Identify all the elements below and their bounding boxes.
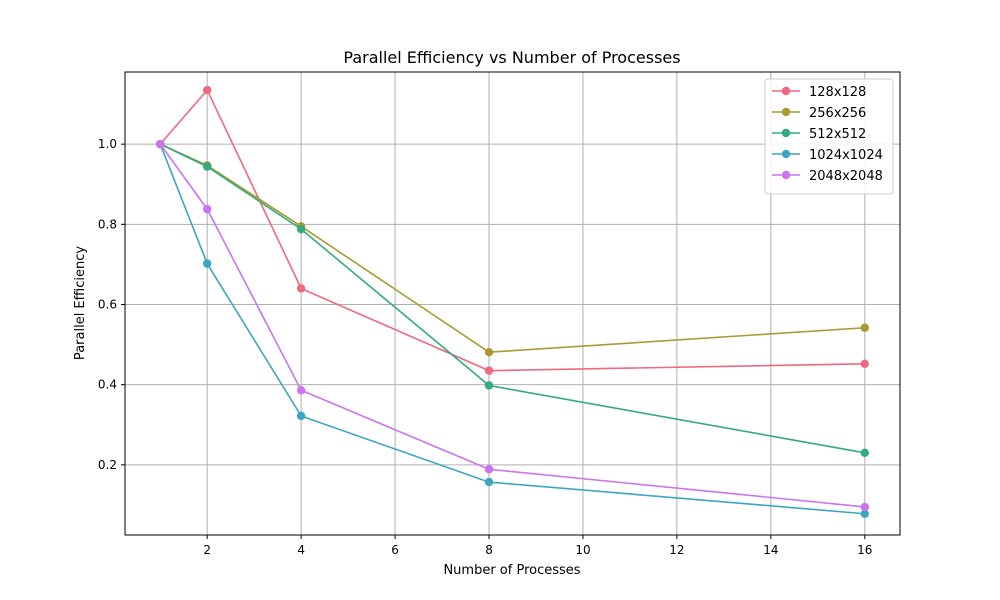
x-tick-label: 10 — [575, 543, 590, 557]
x-tick-label: 2 — [203, 543, 211, 557]
data-point — [296, 224, 306, 234]
data-point — [202, 85, 212, 95]
series-512x512 — [156, 139, 869, 458]
data-point — [296, 284, 306, 293]
series-line — [159, 143, 865, 454]
data-point — [202, 259, 212, 268]
legend-box — [764, 78, 894, 195]
chart-title: Parallel Efficiency vs Number of Process… — [343, 48, 680, 67]
data-point — [860, 448, 869, 458]
legend-marker — [781, 86, 791, 96]
legend-label: 128x128 — [809, 85, 866, 100]
data-point — [202, 204, 212, 214]
data-point — [156, 139, 165, 149]
series-128x128 — [156, 85, 869, 375]
series-1024x1024 — [156, 139, 869, 518]
data-point — [484, 381, 494, 390]
data-point — [860, 359, 869, 369]
legend-label: 512x512 — [809, 127, 866, 142]
x-tick-label: 4 — [297, 543, 305, 557]
y-axis-label: Parallel Efficiency — [73, 246, 88, 360]
x-tick-label: 8 — [485, 543, 493, 557]
x-tick-label: 12 — [669, 543, 684, 557]
y-tick-label: 0.6 — [98, 298, 117, 312]
x-tick-label: 6 — [391, 543, 399, 557]
data-point — [484, 366, 494, 375]
x-tick-label: 14 — [763, 543, 778, 557]
data-point — [860, 509, 869, 518]
data-point — [296, 386, 306, 395]
legend-item: 512x512 — [772, 127, 866, 142]
data-point — [202, 162, 212, 171]
y-tick-label: 1.0 — [98, 137, 117, 151]
data-point — [296, 411, 306, 421]
series-line — [159, 143, 865, 515]
legend-item: 256x256 — [772, 106, 866, 121]
plot-frame — [124, 71, 901, 536]
data-point — [484, 465, 494, 474]
data-point — [484, 348, 494, 357]
legend-marker — [781, 128, 791, 138]
y-tick-label: 0.4 — [98, 378, 117, 392]
series-line — [159, 88, 865, 372]
legend-item: 2048x2048 — [772, 169, 883, 184]
legend-marker — [781, 149, 791, 159]
legend-marker — [781, 170, 791, 180]
series-2048x2048 — [156, 139, 869, 512]
legend-item: 1024x1024 — [772, 148, 883, 163]
legend-marker — [781, 107, 791, 117]
legend: 128x128 256x256 512x512 1024x1024 2048x2048 — [764, 78, 894, 195]
y-tick-label: 0.8 — [98, 217, 117, 231]
data-point — [860, 323, 869, 332]
data-point — [484, 477, 494, 487]
data-point — [860, 502, 869, 512]
legend-label: 256x256 — [809, 106, 866, 121]
series-lines — [156, 85, 869, 518]
legend-item: 128x128 — [772, 85, 866, 100]
series-256x256 — [156, 139, 869, 357]
legend-label: 1024x1024 — [809, 148, 883, 163]
legend-label: 2048x2048 — [809, 169, 883, 184]
x-tick-label: 16 — [857, 543, 872, 557]
y-tick-label: 0.2 — [98, 458, 117, 472]
series-line — [159, 143, 865, 508]
x-axis-label: Number of Processes — [443, 563, 580, 578]
axis-ticks: 2 4 6 8 10 12 14 16 0.2 0.4 0.6 0.8 1.0 — [98, 137, 873, 557]
